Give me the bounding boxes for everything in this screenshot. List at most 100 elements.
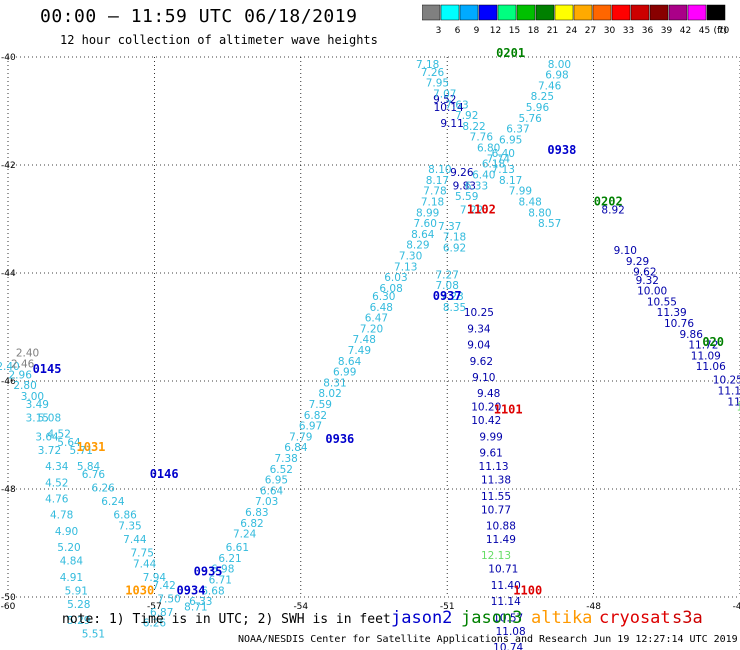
wave-height-value: 2.96 [9,369,33,381]
wave-height-value: 5.71 [70,445,93,457]
satellite-label-jason3: jason3 [461,608,523,628]
wave-height-value: 7.49 [348,345,371,357]
y-tick-label: -42 [1,161,16,171]
wave-height-value: 10.77 [481,504,511,516]
wave-height-value: 7.26 [421,67,445,79]
wave-height-value: 6.68 [201,585,224,597]
wave-height-value: 7.76 [470,132,494,144]
wave-height-value: 7.44 [123,534,147,546]
wave-height-value: 6.98 [545,70,568,82]
wave-height-value: 7.59 [309,399,332,411]
legend-swatch [440,4,460,21]
wave-height-value: 6.37 [506,124,529,136]
y-tick-label: -48 [1,485,16,495]
wave-height-value: 7.08 [436,280,459,292]
x-tick-label: -45 [733,602,740,612]
wave-height-value: 7.79 [289,431,312,443]
wave-height-value: 6.33 [465,180,488,192]
legend-label: 6 [455,26,461,36]
wave-height-value: 9.99 [479,431,502,443]
wave-height-value: 11.14 [491,596,521,608]
y-tick-label: -40 [1,53,16,63]
legend-label: 21 [547,26,558,36]
wave-height-value: 7.95 [426,78,449,90]
wave-height-value: 10.55 [647,296,677,308]
wave-height-value: 3.64 [35,431,59,443]
wave-height-value: 7.07 [433,89,456,101]
satellite-label-cryosat: cryosat [599,608,671,628]
wave-height-value: 11.72 [688,340,718,352]
wave-height-value: 7.78 [423,186,446,198]
wave-height-value: 11.49 [486,534,516,546]
pass-time-label: 0146 [150,467,179,481]
chart-title: 00:00 – 11:59 UTC 06/18/2019 [40,6,358,27]
wave-height-value: 7.94 [143,572,167,584]
legend-label: 70 [718,26,730,36]
pass-time-label: 1030 [125,583,154,597]
wave-height-value: 8.10 [428,164,451,176]
wave-height-value: 6.95 [265,475,288,487]
wave-height-value: 8.92 [601,205,624,217]
wave-height-value: 7.74 [487,153,511,165]
wave-height-value: 5.76 [518,113,542,125]
wave-height-value: 6.52 [270,464,293,476]
legend-label: 30 [604,26,616,36]
wave-height-value: 8.99 [416,207,439,219]
x-tick-label: -57 [147,602,162,612]
wave-height-value: 7.46 [538,80,562,92]
pass-time-label: 1031 [77,440,106,454]
legend-swatch [611,4,631,21]
wave-height-value: 10.57 [493,612,523,624]
wave-height-value: 4.52 [48,429,71,441]
pass-time-label: 1101 [494,402,523,416]
wave-height-value: 8.64 [411,229,435,241]
legend-label: 15 [509,26,520,36]
chart-subtitle: 12 hour collection of altimeter wave hei… [60,33,378,47]
wave-height-value: 9.11 [440,118,463,130]
legend-label: 24 [566,26,578,36]
wave-height-value: 7.18 [421,197,444,209]
pass-time-label: 020 [702,335,724,349]
legend-label: 12 [490,26,501,36]
wave-height-value: 10.00 [637,286,667,298]
wave-height-value: 2.80 [13,380,36,392]
wave-height-value: 9.32 [636,275,659,287]
wave-height-value: 11.06 [696,361,726,373]
color-legend: 3 6 9 12 15 18 21 24 27 30 33 36 39 42 45 70(ft) [422,4,730,36]
wave-height-value: 7.18 [416,59,439,71]
wave-height-value: 4.34 [45,461,69,473]
wave-height-value: 9.10 [472,372,495,384]
legend-swatch [459,4,479,21]
wave-height-value: 7.38 [274,453,297,465]
wave-height-value: 6.26 [143,618,167,630]
legend-swatch [649,4,669,21]
wave-height-value: 11.13 [479,461,509,473]
wave-height-value: 7.50 [157,593,180,605]
wave-height-value: 6.40 [492,148,515,160]
wave-height-value: 5.20 [57,542,80,554]
wave-height-value: 6.98 [211,564,234,576]
wave-height-value: 6.99 [333,367,356,379]
wave-height-value: 8.35 [443,302,466,314]
wave-height-value: 7.99 [509,186,532,198]
wave-height-value: 12.13 [481,550,511,562]
pass-time-label: 0937 [433,289,462,303]
wave-height-value: 8.25 [531,91,554,103]
wave-height-value: 2.46 [11,359,35,371]
wave-height-value: 6.86 [113,510,137,522]
wave-height-value: 6.95 [499,134,522,146]
wave-height-value: 9.86 [680,329,704,341]
wave-height-value: 5.84 [77,461,101,473]
wave-height-value: 8.80 [528,207,551,219]
units-note: note: 1) Time is in UTC; 2) SWH is in fe… [62,612,391,627]
wave-height-value: 5.28 [67,599,90,611]
wave-height-value: 8.17 [499,175,522,187]
wave-height-value: 5.64 [57,437,81,449]
pass-time-label: 0935 [194,564,223,578]
x-tick-label: -48 [586,602,601,612]
wave-height-value: 6.18 [482,159,505,171]
legend-label: 45 [699,26,710,36]
legend-label: 18 [528,26,540,36]
wave-height-value: 6.61 [226,542,249,554]
